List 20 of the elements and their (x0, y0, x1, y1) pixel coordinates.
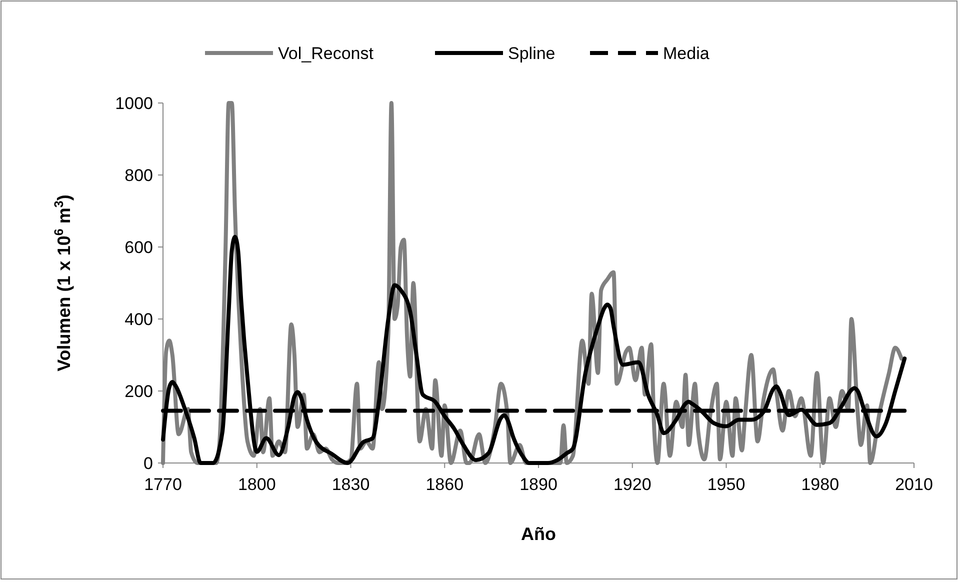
x-axis-title: Año (521, 524, 556, 544)
y-tick-label: 600 (124, 238, 153, 257)
y-tick-label: 400 (124, 310, 153, 329)
x-tick-label: 2010 (895, 475, 933, 494)
legend-label: Spline (508, 44, 556, 63)
legend-label: Media (663, 44, 710, 63)
x-tick-label: 1890 (520, 475, 558, 494)
y-tick-label: 200 (124, 382, 153, 401)
x-tick-label: 1980 (801, 475, 840, 494)
x-tick-label: 1830 (332, 475, 370, 494)
x-tick-label: 1860 (426, 475, 464, 494)
y-tick-label: 800 (124, 166, 153, 185)
y-tick-label: 0 (144, 454, 153, 473)
x-tick-label: 1800 (238, 475, 276, 494)
x-tick-label: 1770 (144, 475, 182, 494)
line-series (161, 234, 907, 465)
x-tick-label: 1950 (707, 475, 746, 494)
legend-label: Vol_Reconst (278, 44, 374, 63)
y-tick-label: 1000 (115, 94, 153, 113)
x-tick-label: 1920 (613, 475, 652, 494)
